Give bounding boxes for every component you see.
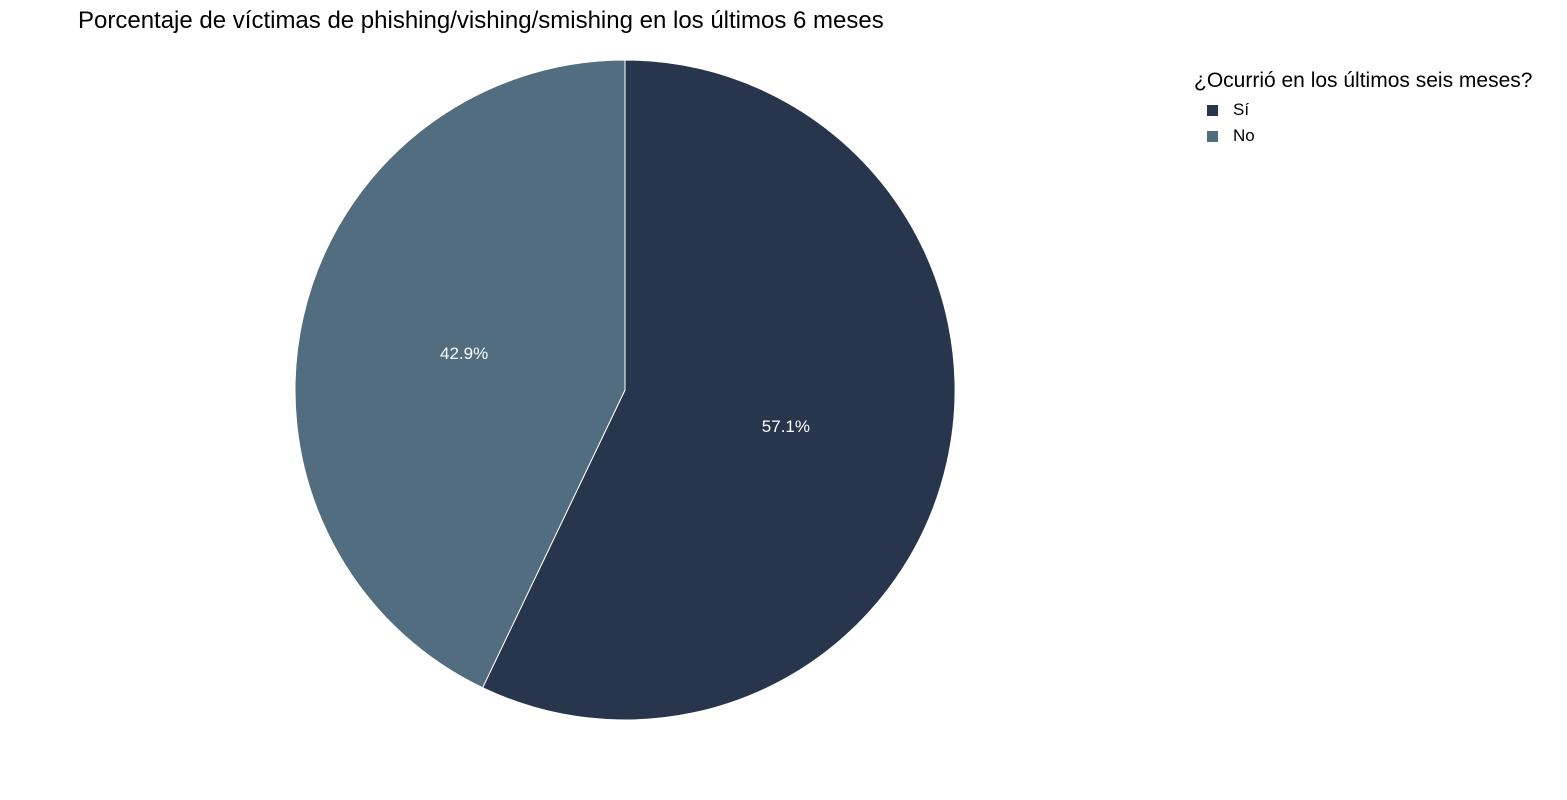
chart-title: Porcentaje de víctimas de phishing/vishi…	[78, 7, 884, 34]
pie-slice-si	[481, 59, 956, 721]
legend-item-si: Sí	[1194, 97, 1532, 123]
legend: ¿Ocurrió en los últimos seis meses? Sí N…	[1194, 69, 1532, 149]
legend-title: ¿Ocurrió en los últimos seis meses?	[1194, 69, 1533, 92]
legend-item-no: No	[1194, 123, 1532, 149]
slice-label-si: 57.1%	[762, 417, 810, 436]
slice-label-no: 42.9%	[440, 344, 488, 363]
legend-label-no: No	[1233, 126, 1255, 145]
pie-slice-no	[294, 59, 626, 689]
legend-swatch-si	[1207, 104, 1218, 116]
legend-label-si: Sí	[1233, 100, 1250, 119]
legend-swatch-no	[1207, 130, 1218, 142]
